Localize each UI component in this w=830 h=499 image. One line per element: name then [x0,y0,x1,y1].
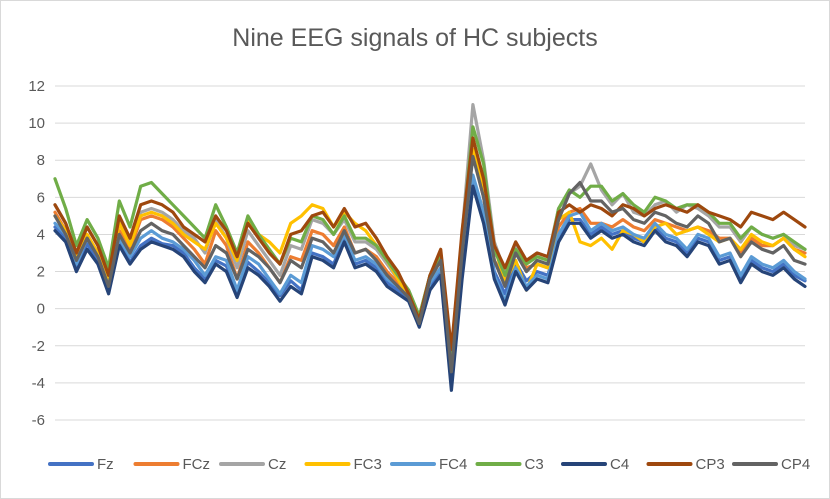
series-lines [53,102,807,392]
legend-label: Fz [97,456,114,473]
y-tick-label: -6 [32,412,45,429]
legend-label: C4 [610,456,629,473]
y-tick-label: -2 [32,338,45,355]
legend-item-fc3: FC3 [304,456,382,473]
legend-item-fz: Fz [48,456,114,473]
legend-item-cz: Cz [219,456,286,473]
series-line-fc3 [53,147,807,363]
y-tick-label: 6 [37,189,45,206]
series-line-cp4 [53,154,807,374]
legend-item-fcz: FCz [133,456,211,473]
gridlines [55,85,805,421]
legend-item-fc4: FC4 [390,456,467,473]
legend-item-cp3: CP3 [646,456,725,473]
y-tick-label: 4 [37,226,45,243]
y-tick-label: 10 [28,115,45,132]
y-tick-label: 12 [28,78,45,95]
legend-label: FCz [183,456,211,473]
y-tick-label: 0 [37,301,45,318]
legend-label: FC4 [439,456,467,473]
y-tick-label: 8 [37,152,45,169]
legend: Fz FCz Cz FC3 FC4 C3 C4 CP3 CP4 [48,456,810,473]
y-tick-label: -4 [32,375,45,392]
legend-label: CP3 [696,456,725,473]
legend-item-cp4: CP4 [732,456,810,473]
series-line-cz [53,102,807,359]
series-line-cp3 [53,136,807,352]
legend-label: Cz [268,456,286,473]
y-axis-ticks: 12 10 8 6 4 2 0 -2 -4 -6 [28,78,45,429]
legend-item-c4: C4 [561,456,629,473]
legend-label: FC3 [354,456,382,473]
series-line-c4 [53,184,807,392]
series-line-fcz [53,151,807,366]
legend-label: CP4 [781,456,810,473]
legend-item-c3: C3 [475,456,544,473]
legend-label: C3 [525,456,544,473]
chart-title: Nine EEG signals of HC subjects [232,24,598,52]
y-tick-label: 2 [37,264,45,281]
